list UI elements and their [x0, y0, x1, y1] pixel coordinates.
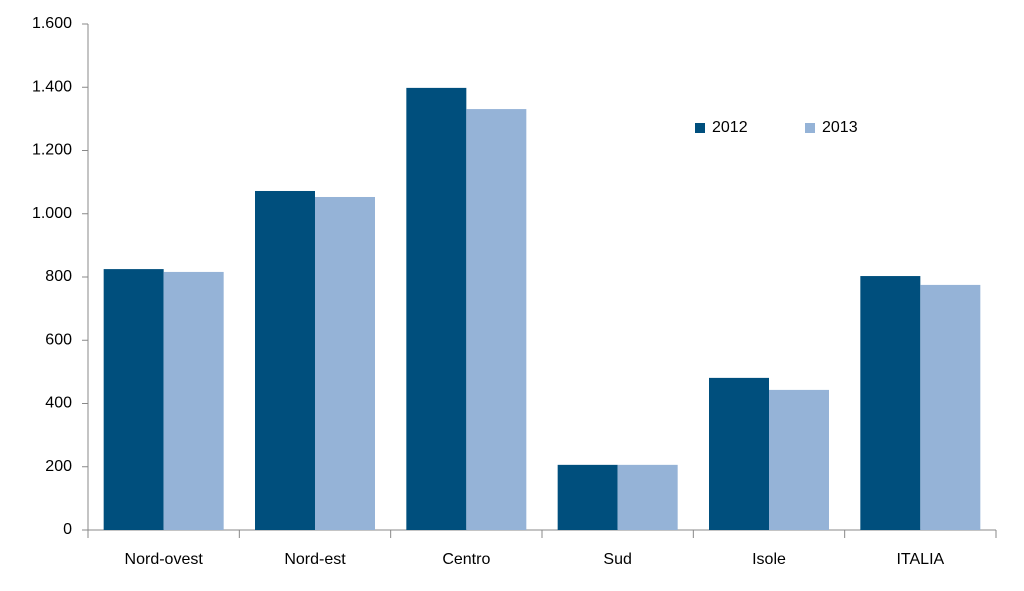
- bar: [466, 109, 527, 530]
- legend-label: 2012: [712, 119, 748, 136]
- bar: [860, 276, 921, 530]
- x-tick-label: Isole: [752, 551, 786, 568]
- y-tick-label: 400: [45, 395, 72, 412]
- x-tick-label: ITALIA: [896, 551, 944, 568]
- x-tick-label: Centro: [442, 551, 490, 568]
- bar: [255, 190, 315, 531]
- legend-label: 2013: [822, 119, 858, 136]
- y-tick-label: 1.600: [32, 15, 72, 32]
- bar: [163, 271, 224, 530]
- x-tick-label: Nord-ovest: [125, 551, 204, 568]
- y-tick-label: 600: [45, 331, 72, 348]
- y-tick-label: 1.400: [32, 78, 72, 95]
- bar: [617, 464, 678, 530]
- y-tick-label: 800: [45, 268, 72, 285]
- legend-swatch: [695, 123, 705, 133]
- bar: [103, 269, 164, 530]
- bar: [709, 377, 769, 530]
- y-tick-label: 1.200: [32, 142, 72, 159]
- y-tick-label: 200: [45, 458, 72, 475]
- legend-swatch: [805, 123, 815, 133]
- bar: [406, 87, 467, 530]
- x-tick-label: Sud: [603, 551, 631, 568]
- bar: [557, 464, 618, 530]
- bar: [315, 196, 375, 530]
- x-tick-label: Nord-est: [284, 551, 346, 568]
- y-tick-label: 0: [63, 521, 72, 538]
- y-tick-label: 1.000: [32, 205, 72, 222]
- bar: [769, 389, 829, 530]
- bar: [920, 284, 981, 530]
